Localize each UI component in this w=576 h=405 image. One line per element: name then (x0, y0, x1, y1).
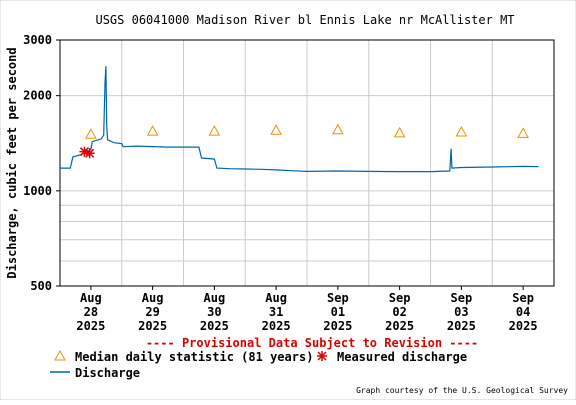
x-tick-label-year: 2025 (509, 319, 538, 333)
median-triangle-point (393, 126, 406, 138)
x-tick-label-month: Aug (80, 291, 102, 305)
x-tick-label-day: 02 (392, 305, 406, 319)
legend: Median daily statistic (81 years) Measur… (50, 349, 467, 380)
plot-area-frame (59, 39, 555, 287)
x-tick-label-year: 2025 (447, 319, 476, 333)
legend-label-discharge: Discharge (75, 366, 140, 380)
y-tick-label: 1000 (23, 184, 52, 198)
median-triangle-point (455, 125, 468, 137)
legend-label-median: Median daily statistic (81 years) (75, 350, 313, 364)
legend-triangle-icon (54, 349, 66, 361)
y-axis-labels: 500 1000 2000 3000 (23, 33, 52, 293)
chart-title: USGS 06041000 Madison River bl Ennis Lak… (95, 13, 514, 27)
x-tick-label-month: Aug (142, 291, 164, 305)
x-axis-labels: Aug282025Aug292025Aug302025Aug312025Sep0… (76, 291, 537, 333)
x-tick-label-day: 04 (516, 305, 530, 319)
median-triangle-point (85, 128, 97, 139)
star-stroke (79, 147, 89, 157)
x-tick-label-day: 28 (84, 305, 98, 319)
legend-label-measured: Measured discharge (337, 350, 467, 364)
measured-star-point (84, 148, 95, 159)
y-axis-title: Discharge, cubic feet per second (5, 47, 19, 278)
discharge-series-line (60, 66, 539, 173)
legend-star-icon (317, 351, 327, 361)
star-stroke (85, 148, 95, 158)
x-tick-label-year: 2025 (323, 319, 352, 333)
median-triangle-point (332, 123, 344, 135)
x-tick-label-day: 31 (269, 305, 283, 319)
x-tick-label-year: 2025 (385, 319, 414, 333)
y-tick-label: 500 (30, 279, 52, 293)
x-tick-label-month: Sep (327, 291, 349, 305)
x-tick-label-year: 2025 (200, 319, 229, 333)
x-tick-label-month: Sep (451, 291, 473, 305)
y-tick-label: 3000 (23, 33, 52, 47)
x-tick-label-month: Aug (204, 291, 226, 305)
legend-item-measured: Measured discharge (317, 350, 467, 364)
x-tick-label-year: 2025 (262, 319, 291, 333)
x-tick-label-day: 29 (145, 305, 159, 319)
median-triangle-point (517, 127, 529, 138)
measured-star-point (79, 146, 90, 157)
series-layer (60, 66, 539, 173)
x-tick-label-month: Aug (265, 291, 287, 305)
legend-item-median: Median daily statistic (81 years) (54, 349, 313, 364)
x-tick-label-year: 2025 (138, 319, 167, 333)
median-triangle-point (270, 124, 282, 135)
x-tick-label-day: 01 (331, 305, 345, 319)
x-tick-label-day: 03 (454, 305, 468, 319)
x-tick-label-year: 2025 (76, 319, 105, 333)
median-triangle-point (146, 125, 159, 136)
median-triangle-point (208, 125, 221, 136)
x-tick-label-month: Sep (512, 291, 534, 305)
x-tick-label-month: Sep (389, 291, 411, 305)
x-tick-label-day: 30 (207, 305, 221, 319)
legend-item-discharge: Discharge (50, 366, 140, 380)
credit-text: Graph courtesy of the U.S. Geological Su… (356, 386, 568, 395)
y-tick-label: 2000 (23, 89, 52, 103)
provisional-note: ---- Provisional Data Subject to Revisio… (146, 336, 478, 350)
